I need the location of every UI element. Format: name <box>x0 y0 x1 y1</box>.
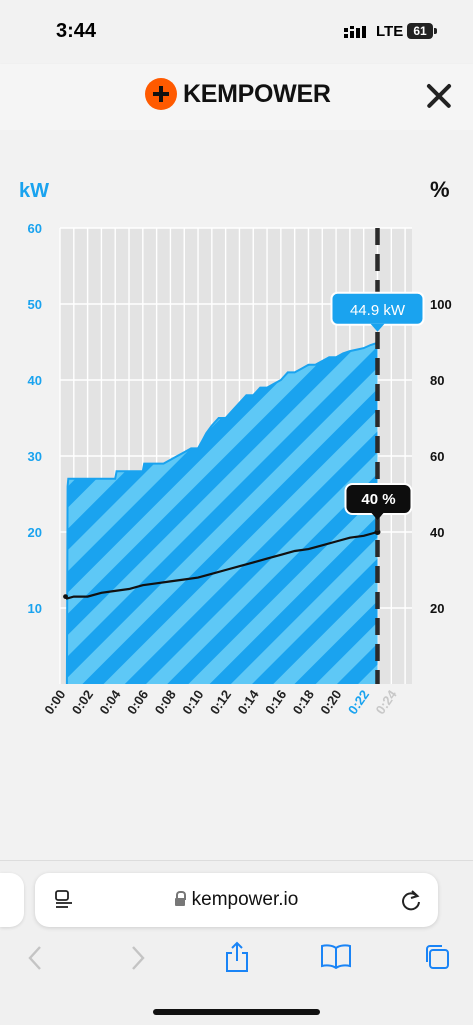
forward-icon[interactable] <box>128 945 148 971</box>
y-right-tick-label: 40 <box>430 525 444 540</box>
power-tooltip: 44.9 kW <box>330 291 425 332</box>
y-right-tick-label: 20 <box>430 601 444 616</box>
y-left-tick-label: 50 <box>28 297 42 312</box>
x-tick-label: 0:16 <box>262 687 289 717</box>
power-tooltip-label: 44.9 kW <box>350 302 406 319</box>
y-left-tick-label: 40 <box>28 373 42 388</box>
y-right-tick-label: 80 <box>430 373 444 388</box>
y-left-tick-label: 30 <box>28 449 42 464</box>
y-left-tick-label: 20 <box>28 525 42 540</box>
x-tick-label: 0:14 <box>234 686 262 717</box>
lock-icon <box>174 891 186 906</box>
soc-start-point <box>63 594 68 599</box>
x-tick-label: 0:04 <box>96 686 124 717</box>
soc-tooltip-pointer <box>371 513 384 520</box>
browser-toolbar <box>0 937 473 987</box>
battery-tip <box>434 28 437 34</box>
x-tick-label: 0:24 <box>373 686 401 717</box>
y-left-tick-label: 60 <box>28 221 42 236</box>
reload-icon[interactable] <box>400 888 422 912</box>
close-button[interactable] <box>421 78 457 114</box>
url-display[interactable]: kempower.io <box>35 873 438 927</box>
right-axis-unit: % <box>430 177 450 202</box>
page-menu-icon[interactable] <box>55 890 75 910</box>
soc-tooltip: 40 % <box>344 483 413 520</box>
home-indicator <box>153 1009 320 1015</box>
power-area <box>66 342 378 684</box>
status-bar: 3:44 LTE 61 <box>0 0 473 64</box>
chart-area: 10 20 30 40 50 60 20 40 60 80 100 kW% 0:00 0:02 0:04 0:… <box>0 130 473 860</box>
power-tooltip-pointer <box>370 323 385 332</box>
y-right-tick-label: 60 <box>430 449 444 464</box>
y-left-tick-label: 10 <box>28 601 42 616</box>
soc-line <box>64 530 378 600</box>
url-text: kempower.io <box>191 889 299 910</box>
battery-icon: 61 <box>407 23 433 39</box>
bookmarks-icon[interactable] <box>320 943 352 969</box>
x-tick-label: 0:12 <box>207 687 234 717</box>
power-line <box>65 341 378 685</box>
x-tick-label: 0:06 <box>124 687 151 717</box>
x-tick-label: 0:08 <box>152 687 179 717</box>
app-header: KEMPOWER <box>0 64 473 130</box>
x-tick-label: 0:18 <box>290 687 317 717</box>
x-tick-label: 0:10 <box>179 687 206 717</box>
previous-tab-preview[interactable] <box>0 873 24 927</box>
tabs-icon[interactable] <box>423 943 451 971</box>
soc-tooltip-label: 40 % <box>361 491 395 508</box>
address-bar[interactable]: kempower.io <box>35 873 438 927</box>
x-tick-label: 0:02 <box>69 687 96 717</box>
plus-icon <box>145 78 177 110</box>
y-right-tick-label: 100 <box>430 297 452 312</box>
left-axis-unit: kW <box>19 180 49 202</box>
status-time: 3:44 <box>56 20 97 42</box>
kempower-logo: KEMPOWER <box>145 78 331 110</box>
x-tick-label: 0:00 <box>41 687 68 717</box>
signal-icon <box>344 26 366 38</box>
back-icon[interactable] <box>26 945 46 971</box>
x-tick-label: 0:20 <box>317 687 344 717</box>
x-tick-label: 0:22 <box>345 687 372 717</box>
brand-name: KEMPOWER <box>183 79 331 108</box>
network-type: LTE <box>376 23 404 40</box>
browser-chrome: kempower.io <box>0 860 473 1025</box>
share-icon[interactable] <box>224 941 250 973</box>
